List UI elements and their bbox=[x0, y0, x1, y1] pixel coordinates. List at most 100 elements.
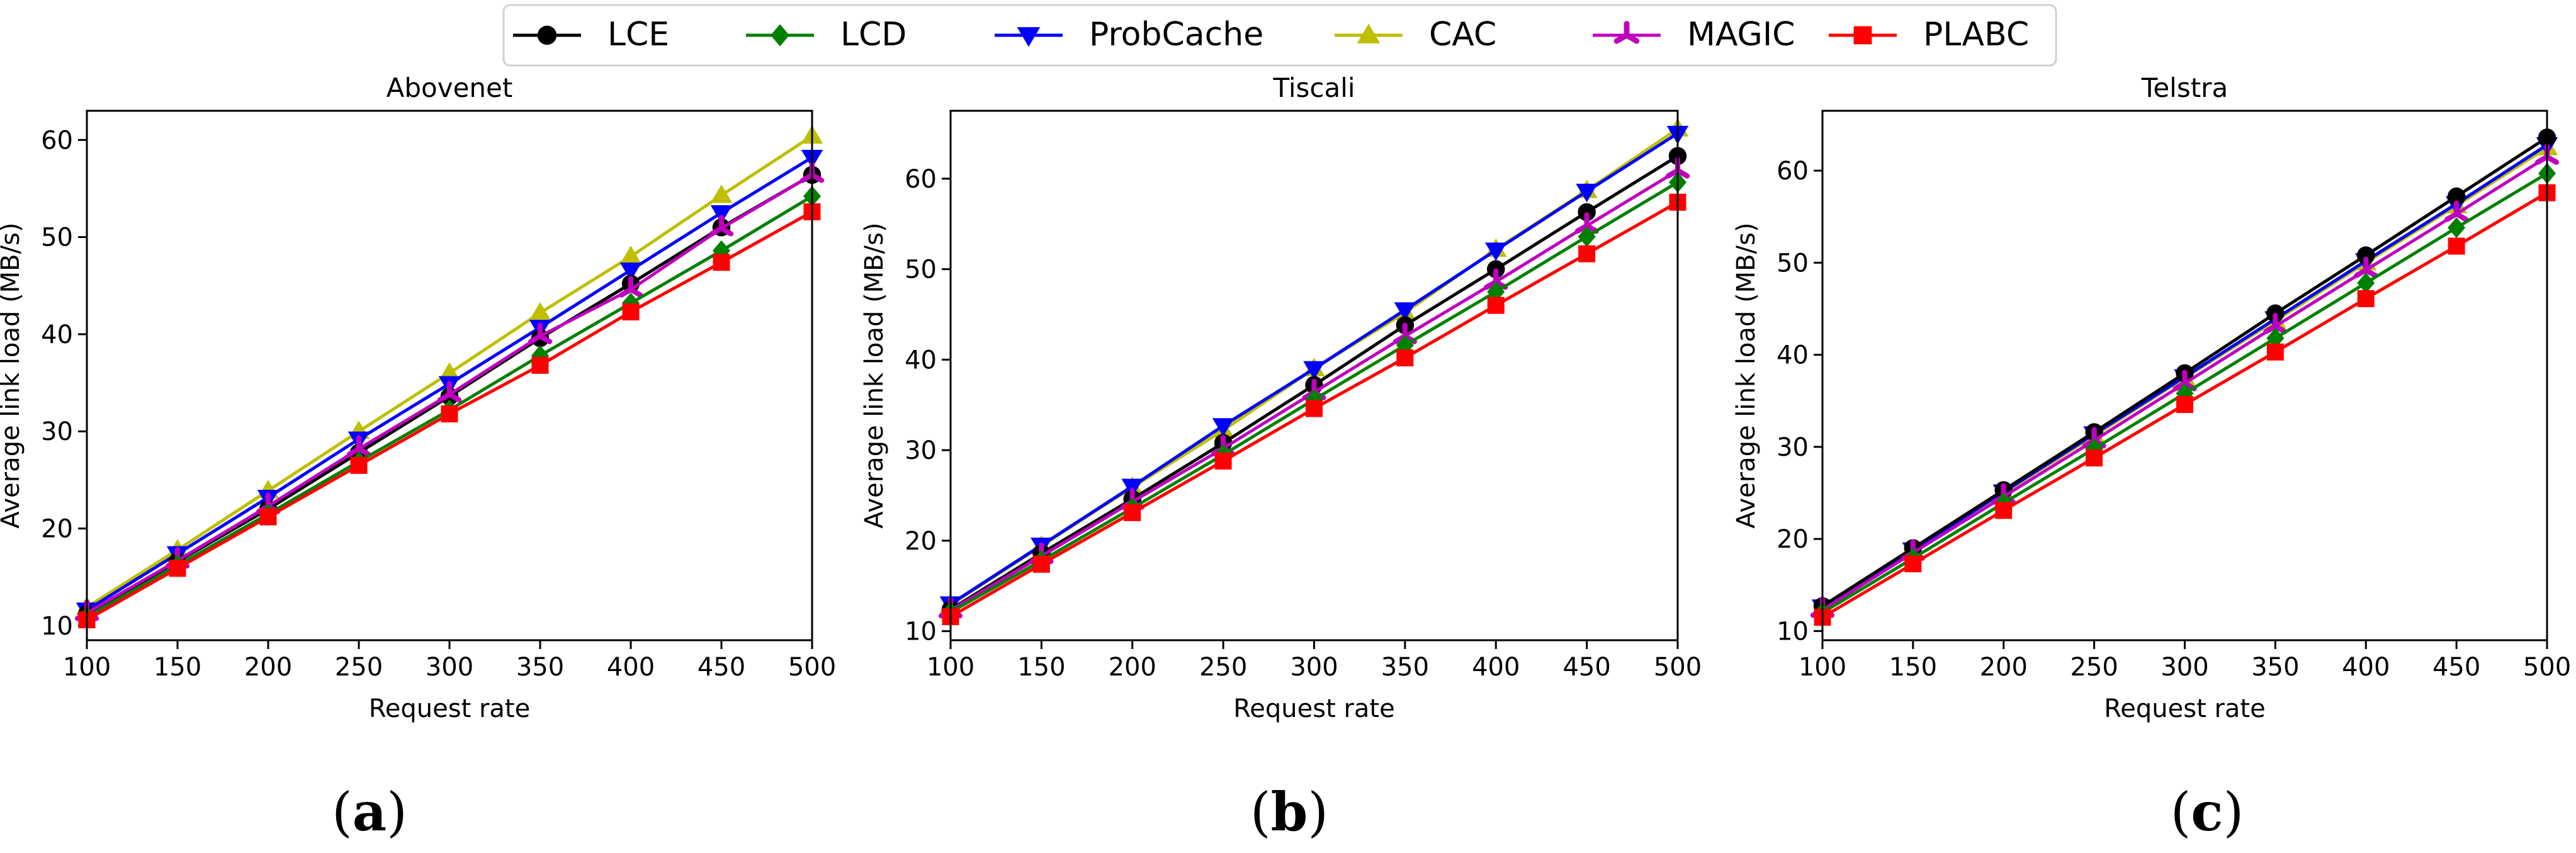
legend-marker-icon bbox=[1853, 26, 1872, 45]
legend-frame bbox=[502, 4, 2057, 67]
y-tick-label: 20 bbox=[41, 515, 73, 544]
series-plabc bbox=[942, 193, 1686, 626]
data-point bbox=[2448, 237, 2465, 255]
x-tick-label: 150 bbox=[1017, 653, 1065, 682]
panel-label-b: (b) bbox=[1250, 781, 1329, 843]
data-point bbox=[2266, 327, 2285, 349]
data-point bbox=[350, 456, 368, 474]
legend-marker-icon bbox=[1017, 27, 1041, 47]
legend-label: ProbCache bbox=[1089, 16, 1263, 54]
x-tick-label: 350 bbox=[2251, 653, 2299, 682]
x-axis-label: Request rate bbox=[1233, 694, 1394, 723]
legend-marker-icon bbox=[1357, 23, 1381, 43]
x-tick-label: 450 bbox=[2432, 653, 2480, 682]
legend-marker-icon bbox=[1613, 21, 1640, 44]
data-point bbox=[713, 254, 730, 271]
data-point bbox=[1487, 297, 1505, 314]
legend-item: PLABC bbox=[1829, 16, 2029, 54]
data-point bbox=[709, 215, 734, 237]
y-tick-label: 50 bbox=[1777, 249, 1809, 278]
data-point bbox=[1394, 302, 1416, 321]
legend-item: CAC bbox=[1335, 16, 1496, 54]
data-point bbox=[1212, 418, 1234, 437]
data-point bbox=[438, 362, 461, 381]
chart-panel-abovenet: Abovenet Request rate Average link load … bbox=[0, 72, 836, 723]
data-point bbox=[619, 262, 642, 281]
x-tick-label: 400 bbox=[1472, 653, 1520, 682]
data-point bbox=[2444, 200, 2469, 222]
series-lcd bbox=[1813, 162, 2556, 623]
x-tick-label: 300 bbox=[2161, 653, 2208, 682]
data-point bbox=[259, 508, 277, 526]
x-tick-label: 300 bbox=[1290, 653, 1338, 682]
legend-marker-icon bbox=[771, 24, 789, 47]
x-tick-label: 100 bbox=[63, 653, 111, 682]
chart-title: Telstra bbox=[2141, 72, 2228, 103]
chart-title: Tiscali bbox=[1272, 72, 1355, 103]
x-tick-label: 400 bbox=[2342, 653, 2390, 682]
data-point bbox=[1576, 183, 1598, 203]
data-point bbox=[1124, 504, 1141, 521]
y-tick-label: 40 bbox=[905, 346, 937, 375]
plot-frame bbox=[1821, 110, 2548, 641]
series-magic bbox=[1810, 143, 2560, 618]
x-tick-label: 500 bbox=[1654, 653, 1702, 682]
panel-label-a: (a) bbox=[332, 781, 407, 843]
series-lcd bbox=[941, 172, 1687, 623]
x-tick-label: 400 bbox=[607, 653, 655, 682]
chart-panel-tiscali: Tiscali Request rate Average link load (… bbox=[860, 72, 1702, 723]
y-tick-label: 10 bbox=[905, 618, 937, 647]
data-point bbox=[346, 435, 371, 457]
data-point bbox=[531, 356, 549, 374]
y-tick-label: 30 bbox=[41, 417, 73, 446]
data-point bbox=[1121, 478, 1143, 497]
data-point bbox=[619, 246, 642, 264]
x-tick-label: 500 bbox=[788, 653, 836, 682]
y-tick-label: 20 bbox=[1777, 525, 1809, 554]
data-point bbox=[2354, 256, 2378, 278]
legend-item: MAGIC bbox=[1593, 16, 1795, 54]
series-plabc bbox=[78, 203, 821, 629]
data-point bbox=[1578, 226, 1596, 247]
data-point bbox=[1995, 502, 2013, 519]
plot-frame bbox=[86, 110, 813, 641]
chart-title: Abovenet bbox=[387, 72, 513, 103]
data-point bbox=[2448, 217, 2466, 239]
data-point bbox=[1578, 203, 1596, 222]
data-point bbox=[2357, 273, 2375, 294]
y-tick-label: 30 bbox=[905, 436, 937, 465]
x-tick-label: 500 bbox=[2523, 653, 2571, 682]
chart-panel-telstra: Telstra Request rate Average link load (… bbox=[1732, 72, 2571, 723]
y-tick-label: 50 bbox=[41, 223, 73, 252]
legend-marker-icon bbox=[537, 25, 557, 45]
x-tick-label: 350 bbox=[516, 653, 564, 682]
data-point bbox=[1306, 400, 1323, 417]
data-point bbox=[1578, 245, 1596, 263]
data-point bbox=[528, 322, 553, 344]
data-point bbox=[622, 303, 640, 320]
x-tick-label: 450 bbox=[698, 653, 745, 682]
legend-item: LCD bbox=[746, 16, 907, 54]
data-point bbox=[1485, 242, 1507, 261]
x-tick-label: 150 bbox=[154, 653, 201, 682]
plot-frame bbox=[949, 110, 1679, 641]
x-tick-label: 250 bbox=[2070, 653, 2118, 682]
legend-label: LCE bbox=[607, 16, 669, 54]
legend: LCE LCD ProbCache CAC MAGIC PLABC bbox=[502, 4, 2057, 67]
y-tick-label: 10 bbox=[41, 612, 73, 641]
series-probcache bbox=[939, 125, 1689, 615]
y-tick-label: 60 bbox=[41, 126, 73, 155]
y-axis-label: Average link load (MB/s) bbox=[1732, 222, 1761, 528]
y-tick-label: 30 bbox=[1777, 433, 1809, 462]
x-tick-label: 250 bbox=[335, 653, 383, 682]
y-tick-label: 50 bbox=[905, 256, 937, 285]
series-magic bbox=[74, 161, 825, 621]
data-point bbox=[2357, 246, 2375, 264]
y-tick-label: 40 bbox=[1777, 341, 1809, 370]
x-tick-label: 150 bbox=[1889, 653, 1937, 682]
panel-label-c: (c) bbox=[2170, 781, 2244, 843]
legend-label: LCD bbox=[840, 16, 907, 54]
data-point bbox=[2447, 187, 2466, 206]
y-tick-label: 10 bbox=[1777, 617, 1809, 646]
